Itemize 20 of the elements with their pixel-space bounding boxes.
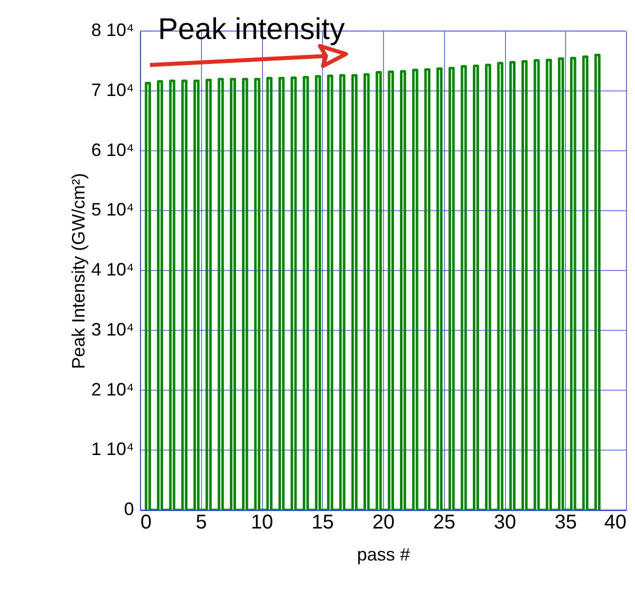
x-tick-label: 35 xyxy=(554,512,577,534)
x-axis-title: pass # xyxy=(356,544,410,564)
x-tick-label: 5 xyxy=(196,512,207,534)
text: 8 10⁴ xyxy=(91,20,134,40)
x-tick-label: 20 xyxy=(372,512,395,534)
x-tick-label: 30 xyxy=(494,512,516,534)
text: 5 10⁴ xyxy=(91,200,134,220)
text: 1 10⁴ xyxy=(91,439,134,460)
text: 0 xyxy=(124,499,134,519)
x-tick-label: 10 xyxy=(250,512,274,534)
text: 7 10⁴ xyxy=(91,80,134,100)
x-tick-label: 25 xyxy=(433,512,456,534)
x-tick-label: 15 xyxy=(312,512,334,534)
y-axis-title: Peak Intensity (GW/cm²) xyxy=(68,172,88,370)
x-tick-label: 0 xyxy=(140,512,152,534)
text: 6 10⁴ xyxy=(91,140,134,160)
text: 4 10⁴ xyxy=(91,260,134,280)
x-tick-label: 40 xyxy=(604,512,626,534)
text: 3 10⁴ xyxy=(91,319,134,340)
text: 2 10⁴ xyxy=(91,379,134,400)
